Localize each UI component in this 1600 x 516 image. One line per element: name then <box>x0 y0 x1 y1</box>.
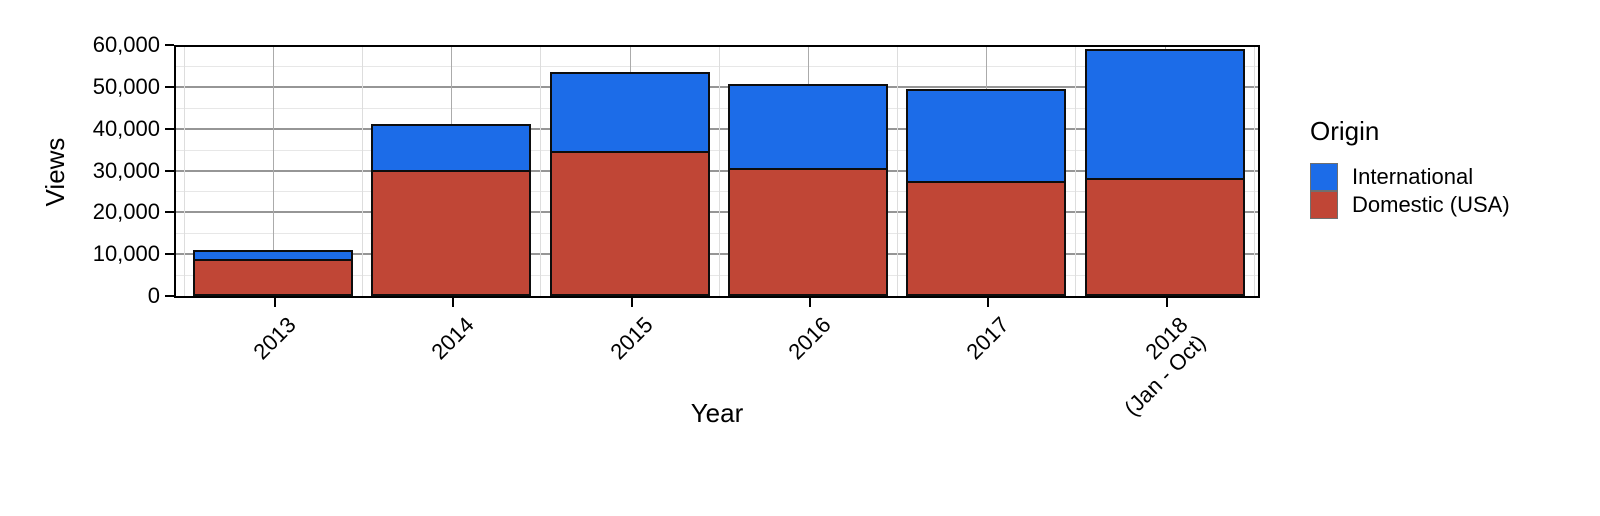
gridline-h-major <box>176 253 1258 256</box>
y-tick-label: 50,000 <box>92 73 160 99</box>
bar-segment-domestic-usa-2018 <box>1084 178 1245 296</box>
y-tick-mark <box>165 253 174 256</box>
gridline-h-minor <box>176 107 1258 109</box>
gridline-v-major <box>273 47 274 296</box>
y-tick-label: 20,000 <box>92 199 160 225</box>
x-tick-mark <box>987 298 990 307</box>
y-tick-label: 0 <box>147 283 160 308</box>
legend-item-international: International <box>1310 163 1510 191</box>
y-tick-label: 40,000 <box>92 115 160 141</box>
gridline-v-minor <box>183 47 185 296</box>
bar-segment-international-2016 <box>727 83 888 168</box>
bar-segment-international-2018 <box>1084 49 1245 179</box>
y-tick-mark <box>165 127 174 130</box>
y-tick-label: 30,000 <box>92 157 160 183</box>
gridline-h-major <box>176 127 1258 130</box>
bar-segment-domestic-usa-2013 <box>193 259 353 296</box>
gridline-h-minor <box>176 191 1258 193</box>
bar-segment-international-2015 <box>549 72 710 152</box>
gridline-h-minor <box>176 149 1258 151</box>
legend-item-label: International <box>1352 164 1474 189</box>
domestic-swatch <box>1310 191 1338 219</box>
x-tick-label: 2013 <box>248 312 301 365</box>
x-tick-mark <box>274 298 276 307</box>
gridline-v-minor <box>540 47 542 296</box>
gridline-v-minor <box>1075 47 1077 296</box>
international-swatch <box>1310 163 1338 191</box>
x-axis-title: Year <box>690 398 744 428</box>
y-tick-label: 10,000 <box>92 241 160 267</box>
gridline-h-major <box>176 85 1258 88</box>
gridline-h-major <box>176 211 1258 214</box>
bar-segment-domestic-usa-2014 <box>371 170 532 296</box>
x-tick-mark <box>1165 298 1168 307</box>
bar-segment-international-2013 <box>193 249 353 260</box>
bar-segment-domestic-usa-2015 <box>549 151 710 296</box>
gridline-h-minor <box>176 65 1258 67</box>
plot-panel <box>174 45 1260 298</box>
gridline-v-minor <box>718 47 720 296</box>
bar-segment-domestic-usa-2016 <box>727 167 888 296</box>
legend-title: Origin <box>1310 116 1380 146</box>
x-tick-mark <box>452 298 455 307</box>
gridline-v-minor <box>1253 47 1255 296</box>
legend-item-label: Domestic (USA) <box>1352 192 1510 217</box>
y-tick-mark <box>165 211 174 214</box>
gridline-h-major <box>176 169 1258 172</box>
y-tick-label: 60,000 <box>92 32 160 57</box>
gridline-v-minor <box>897 47 899 296</box>
x-tick-mark <box>630 298 633 307</box>
gridline-v-minor <box>362 47 364 296</box>
y-tick-mark <box>165 295 174 297</box>
y-tick-mark <box>165 44 174 46</box>
bar-segment-international-2017 <box>906 88 1067 181</box>
gridline-h-minor <box>176 275 1258 277</box>
legend-item-domestic: Domestic (USA) <box>1310 191 1510 219</box>
legend: Origin International Domestic (USA) <box>1310 116 1510 219</box>
legend-items: International Domestic (USA) <box>1310 163 1510 219</box>
y-tick-mark <box>165 169 174 172</box>
gridline-h-minor <box>176 233 1258 235</box>
y-tick-mark <box>165 85 174 88</box>
x-tick-mark <box>808 298 811 307</box>
bar-segment-domestic-usa-2017 <box>906 180 1067 296</box>
bar-segment-international-2014 <box>371 124 532 171</box>
